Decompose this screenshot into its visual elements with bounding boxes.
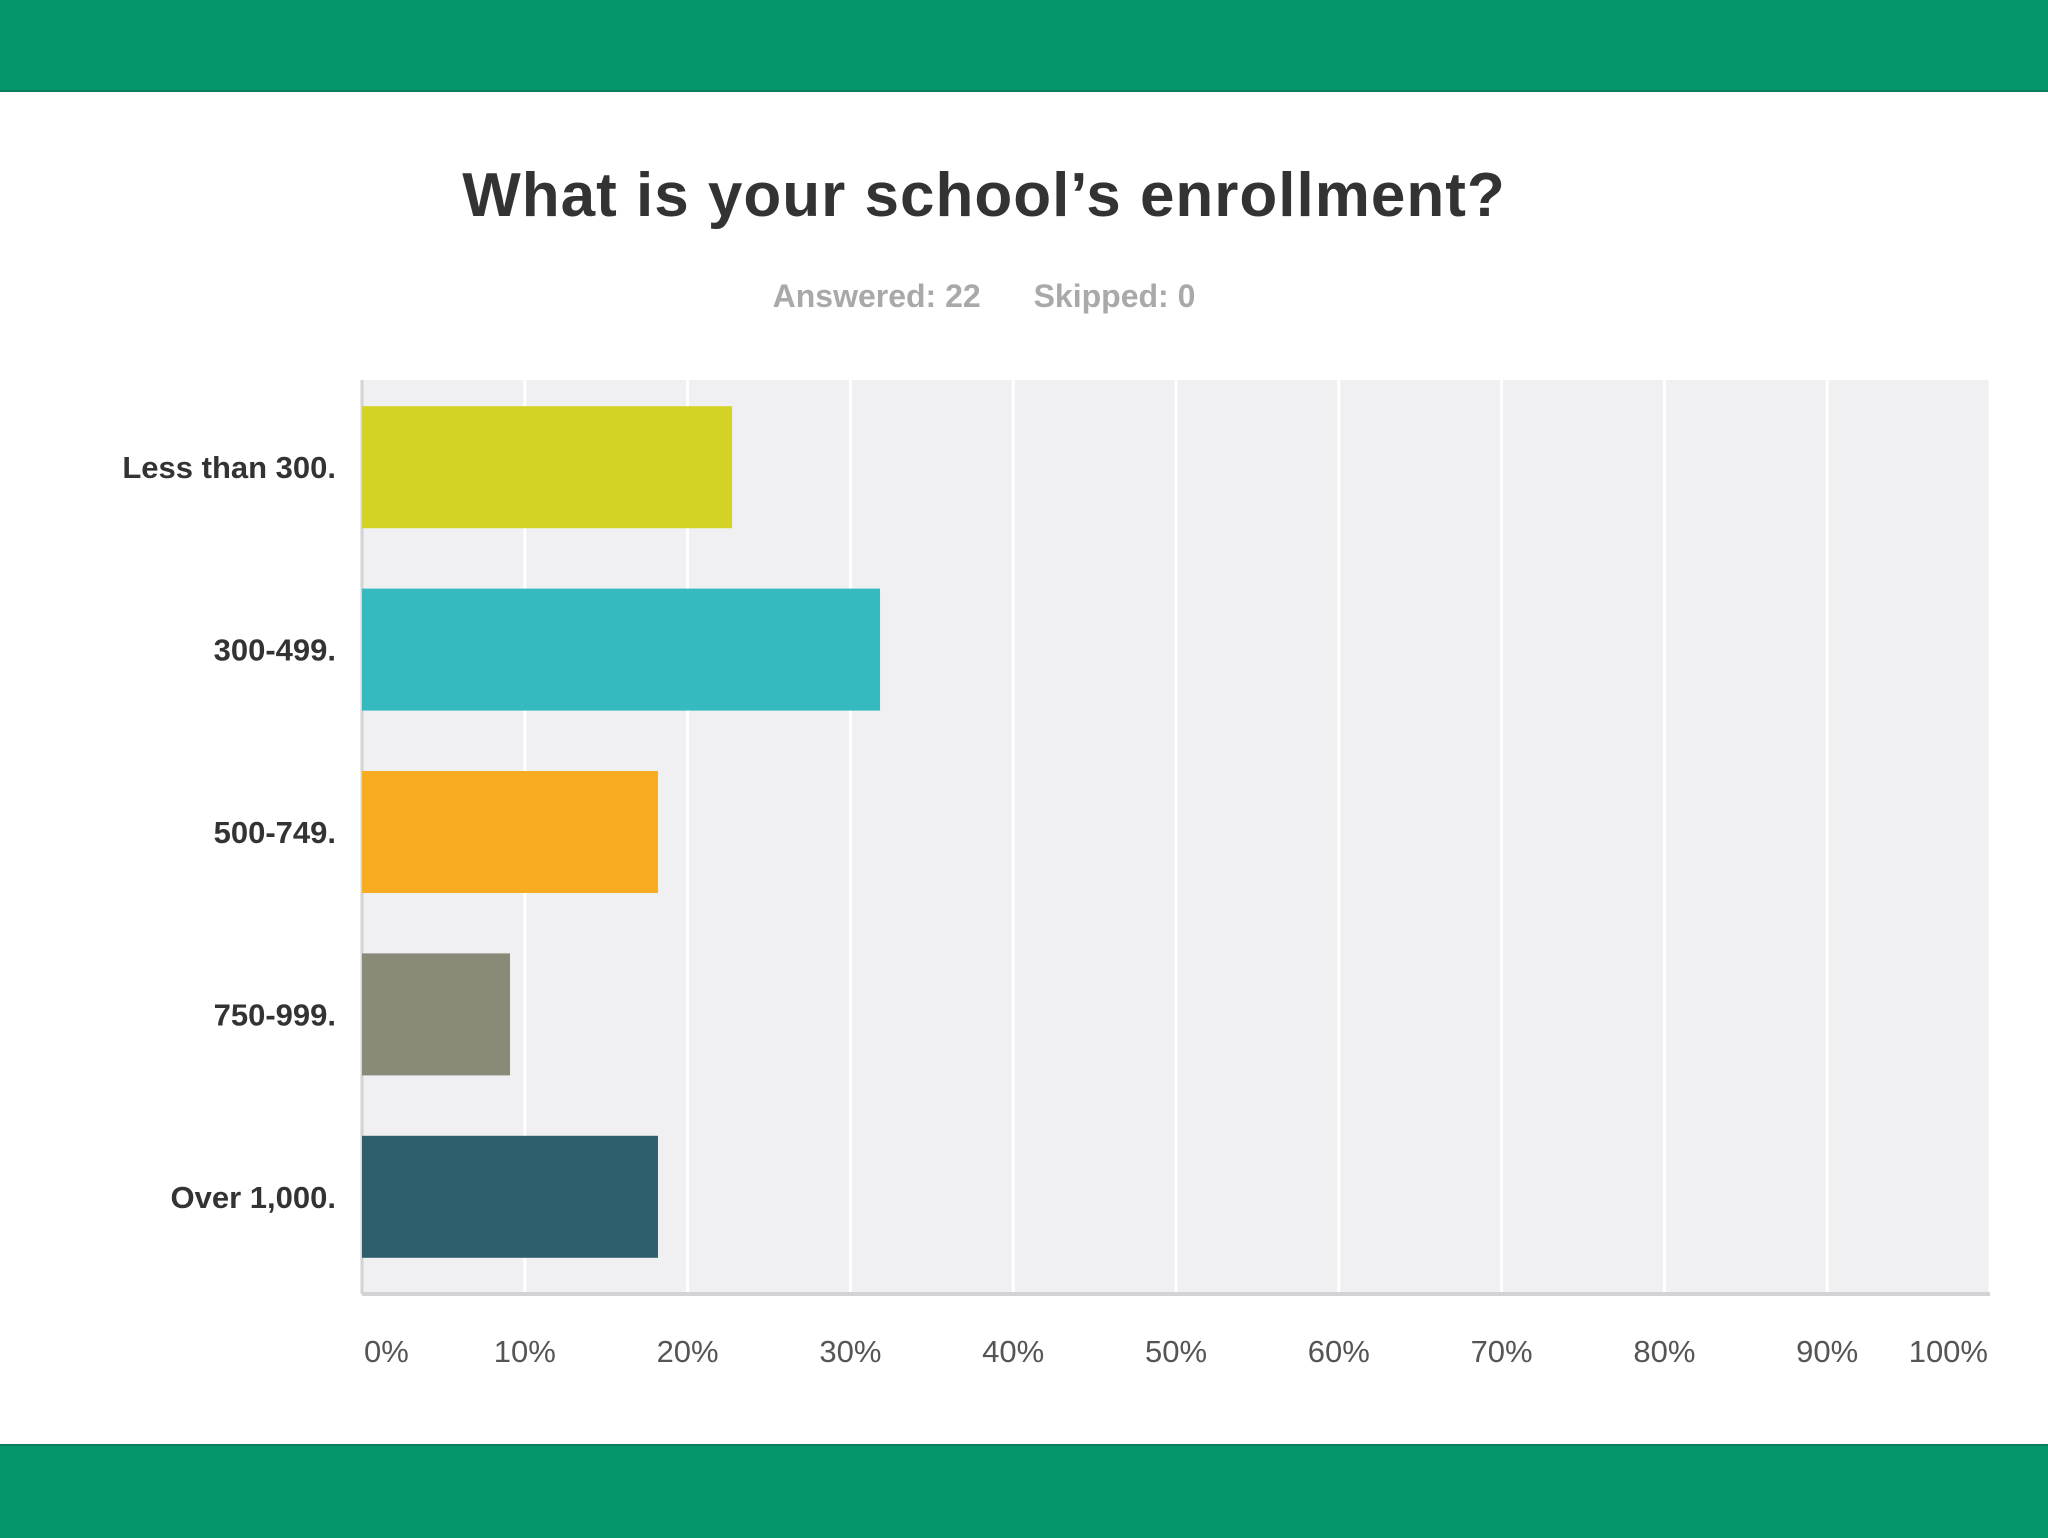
x-tick-label: 100% [1909,1334,1988,1369]
category-label: 750-999. [214,997,336,1032]
x-tick-label: 20% [657,1334,719,1369]
category-label: Less than 300. [122,450,336,485]
response-stats: Answered: 22 Skipped: 0 [0,278,2048,315]
answered-count: Answered: 22 [772,278,981,314]
bar [362,771,658,893]
x-tick-label: 50% [1145,1334,1207,1369]
bottom-banner [0,1444,2048,1538]
chart-title: What is your school’s enrollment? [462,161,1506,230]
x-tick-label: 40% [982,1334,1044,1369]
category-label: 300-499. [214,633,336,668]
x-tick-label: 30% [819,1334,881,1369]
category-label: Over 1,000. [171,1180,336,1215]
skipped-count: Skipped: 0 [1033,278,1196,314]
x-tick-label: 70% [1471,1334,1533,1369]
x-tick-label: 0% [364,1334,409,1369]
bar [362,588,881,711]
bar-chart: 0% 10% 20% 30% 40% 50% 60% 70% 80% 90% 100% Less th… [122,380,1992,1369]
x-tick-label: 10% [494,1334,556,1369]
bar [362,1135,658,1258]
category-label: 500-749. [214,815,336,850]
bar [362,953,510,1076]
x-tick-label: 80% [1633,1334,1695,1369]
x-tick-label: 90% [1796,1334,1858,1369]
top-banner [0,0,2048,92]
x-tick-label: 60% [1308,1334,1370,1369]
bar [362,406,733,529]
